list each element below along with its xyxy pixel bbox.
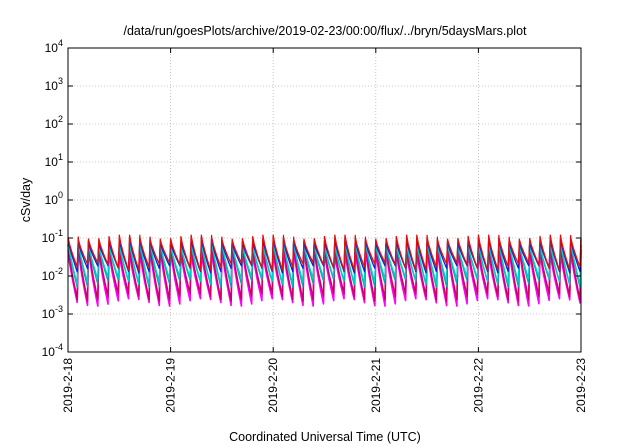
x-tick-label: 2019-2-22 (471, 358, 485, 413)
x-axis-ticks: 2019-2-18 2019-2-19 2019-2-20 2019-2-21 2019… (61, 48, 588, 413)
series-line (67, 234, 582, 271)
y-axis-ticks: 10-4 10-3 10-2 10-1 100 101 102 103 104 (42, 38, 581, 359)
series-layer (67, 234, 582, 307)
x-tick-label: 2019-2-18 (61, 358, 75, 413)
y-tick-label: 103 (45, 76, 63, 93)
grid (68, 48, 581, 352)
x-tick-label: 2019-2-23 (574, 358, 588, 413)
y-tick-label: 10-1 (42, 228, 63, 245)
y-tick-label: 104 (45, 38, 63, 55)
plot-frame (67, 47, 582, 353)
x-tick-label: 2019-2-21 (369, 358, 383, 413)
y-tick-label: 102 (45, 114, 63, 131)
y-tick-label: 10-4 (42, 342, 63, 359)
x-axis-label: Coordinated Universal Time (UTC) (229, 430, 421, 444)
y-tick-label: 101 (45, 152, 63, 169)
x-tick-label: 2019-2-19 (164, 358, 178, 413)
y-tick-label: 100 (45, 190, 63, 207)
chart-title: /data/run/goesPlots/archive/2019-02-23/0… (123, 24, 527, 38)
y-tick-label: 10-3 (42, 304, 63, 321)
x-tick-label: 2019-2-20 (266, 358, 280, 413)
y-axis-label: cSv/day (19, 177, 33, 222)
y-tick-label: 10-2 (42, 266, 63, 283)
